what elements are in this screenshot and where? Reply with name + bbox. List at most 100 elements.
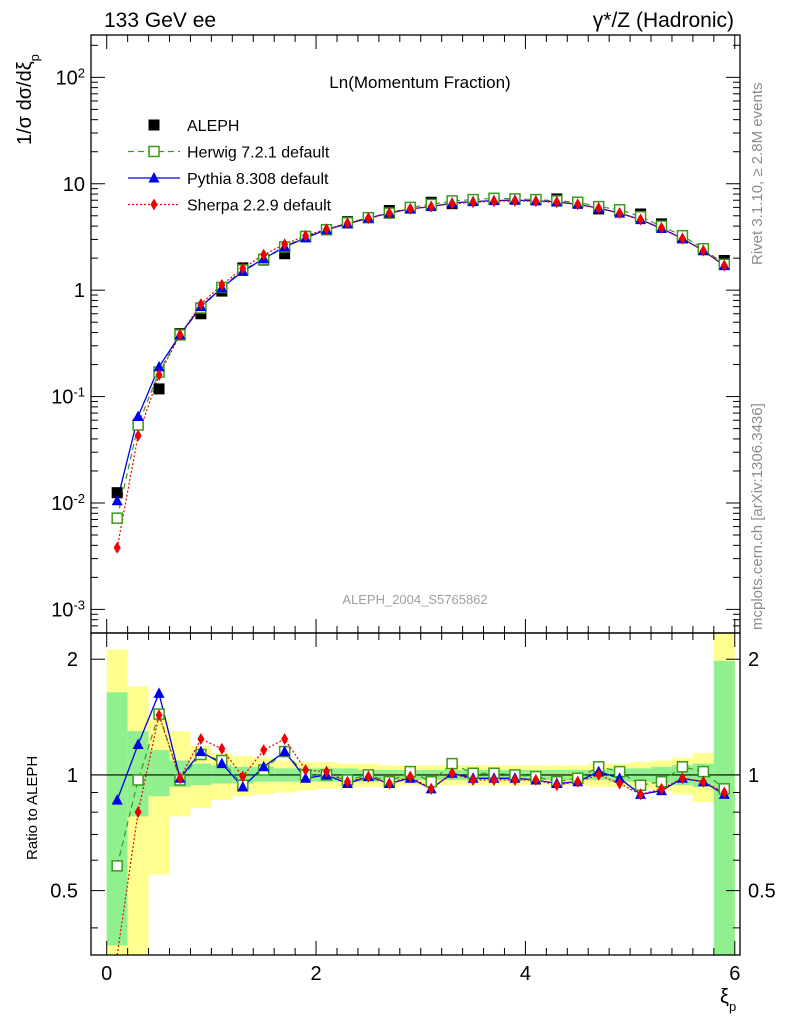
analysis-label: ALEPH_2004_S5765862	[342, 592, 487, 607]
point-sherpa	[323, 223, 331, 236]
series-line-sherpa	[116, 200, 725, 548]
point-herwig	[132, 419, 144, 431]
point-sherpa	[218, 278, 226, 291]
legend-marker-pythia	[148, 172, 160, 183]
point-sherpa	[448, 197, 456, 210]
legend-marker-data	[148, 119, 160, 131]
ratio-point-sherpa	[553, 779, 561, 792]
ratio-y-tick-label-right: 0.5	[748, 881, 776, 903]
legend-label-pythia: Pythia 8.308 default	[187, 171, 329, 188]
point-sherpa	[364, 212, 372, 225]
ratio-point-pythia	[279, 745, 291, 757]
ratio-point-pythia	[258, 760, 270, 772]
ratio-point-sherpa	[155, 709, 163, 722]
ratio-curve-lines	[116, 691, 725, 956]
ratio-y-tick-label-left: 1	[67, 765, 78, 787]
ratio-point-sherpa	[197, 733, 205, 746]
side-mcplots-label: mcplots.cern.ch [arXiv:1306.3436]	[749, 403, 766, 630]
x-tick-label: 6	[729, 963, 740, 985]
ratio-curve-markers	[111, 687, 731, 872]
point-data	[279, 248, 291, 260]
point-sherpa	[616, 207, 624, 220]
ratio-point-sherpa	[218, 742, 226, 755]
point-sherpa	[490, 195, 498, 208]
band-inner-bin	[148, 750, 170, 797]
x-tick-label: 0	[101, 963, 112, 985]
ratio-point-sherpa	[490, 773, 498, 786]
ratio-point-sherpa	[323, 765, 331, 778]
point-sherpa	[176, 328, 184, 341]
legend: ALEPH Herwig 7.2.1 default Pythia 8.308 de…	[128, 118, 332, 215]
ratio-point-herwig	[132, 774, 144, 786]
point-sherpa	[239, 262, 247, 275]
point-sherpa	[595, 202, 603, 215]
ratio-point-pythia	[237, 781, 249, 792]
point-sherpa	[553, 196, 561, 209]
point-sherpa	[699, 244, 707, 257]
point-sherpa	[155, 368, 163, 381]
point-sherpa	[637, 213, 645, 226]
point-sherpa	[678, 232, 686, 245]
legend-marker-herwig	[148, 145, 160, 158]
header-left: 133 GeV ee	[104, 9, 216, 32]
y-tick-label: 102	[56, 65, 85, 90]
band-inner-bin	[127, 731, 149, 817]
main-plot-title: Ln(Momentum Fraction)	[329, 73, 510, 92]
ratio-point-sherpa	[343, 775, 351, 788]
point-sherpa	[281, 238, 289, 251]
ratio-point-sherpa	[364, 770, 372, 783]
ratio-point-sherpa	[616, 777, 624, 790]
point-sherpa	[657, 221, 665, 234]
point-sherpa	[469, 196, 477, 209]
ratio-point-pythia	[153, 687, 165, 698]
ratio-point-sherpa	[448, 767, 456, 780]
ratio-y-tick-label-right: 1	[748, 765, 759, 787]
ratio-point-sherpa	[574, 775, 582, 788]
ratio-point-pythia	[300, 772, 312, 783]
ratio-point-sherpa	[176, 772, 184, 785]
point-data	[153, 383, 165, 395]
band-outer-bin	[148, 718, 170, 875]
point-sherpa	[134, 429, 142, 442]
point-sherpa	[113, 541, 121, 554]
main-y-axis-title: 1/σ dσ/dξp	[14, 54, 42, 145]
ratio-point-sherpa	[532, 773, 540, 786]
ratio-y-tick-label-left: 0.5	[50, 881, 78, 903]
ratio-point-sherpa	[260, 744, 268, 757]
point-pythia	[153, 360, 165, 372]
x-tick-label: 2	[310, 963, 321, 985]
legend-label-herwig: Herwig 7.2.1 default	[187, 145, 330, 162]
ratio-y-axis-title: Ratio to ALEPH	[24, 756, 41, 860]
ratio-point-herwig	[111, 860, 123, 872]
ratio-point-pythia	[216, 757, 228, 769]
point-herwig	[111, 512, 123, 524]
legend-label-sherpa: Sherpa 2.2.9 default	[187, 198, 332, 215]
y-tick-label: 1	[74, 280, 85, 302]
y-tick-label: 10-2	[51, 490, 85, 515]
ratio-point-sherpa	[637, 788, 645, 801]
ratio-plot: 0.5 0.5 1 1 2 2 0 2 4 6	[50, 632, 776, 985]
ratio-point-sherpa	[699, 775, 707, 788]
ratio-point-sherpa	[134, 806, 142, 819]
band-inner-bin	[713, 660, 735, 955]
ratio-point-sherpa	[720, 786, 728, 799]
ratio-point-sherpa	[385, 777, 393, 790]
ratio-point-sherpa	[657, 782, 665, 795]
point-sherpa	[406, 202, 414, 215]
point-sherpa	[720, 259, 728, 272]
ratio-point-sherpa	[427, 782, 435, 795]
point-sherpa	[511, 194, 519, 207]
ratio-point-sherpa	[281, 733, 289, 746]
legend-label-data: ALEPH	[187, 118, 239, 135]
legend-marker-sherpa	[150, 198, 158, 211]
x-axis-title: ξp	[720, 986, 736, 1014]
point-pythia	[132, 410, 144, 421]
ratio-point-herwig	[446, 757, 458, 770]
series-line-pythia	[116, 199, 725, 501]
ratio-point-sherpa	[406, 770, 414, 783]
ratio-point-pythia	[195, 745, 207, 757]
point-pythia	[111, 494, 123, 506]
point-sherpa	[197, 298, 205, 311]
y-tick-label: 10	[63, 174, 85, 196]
